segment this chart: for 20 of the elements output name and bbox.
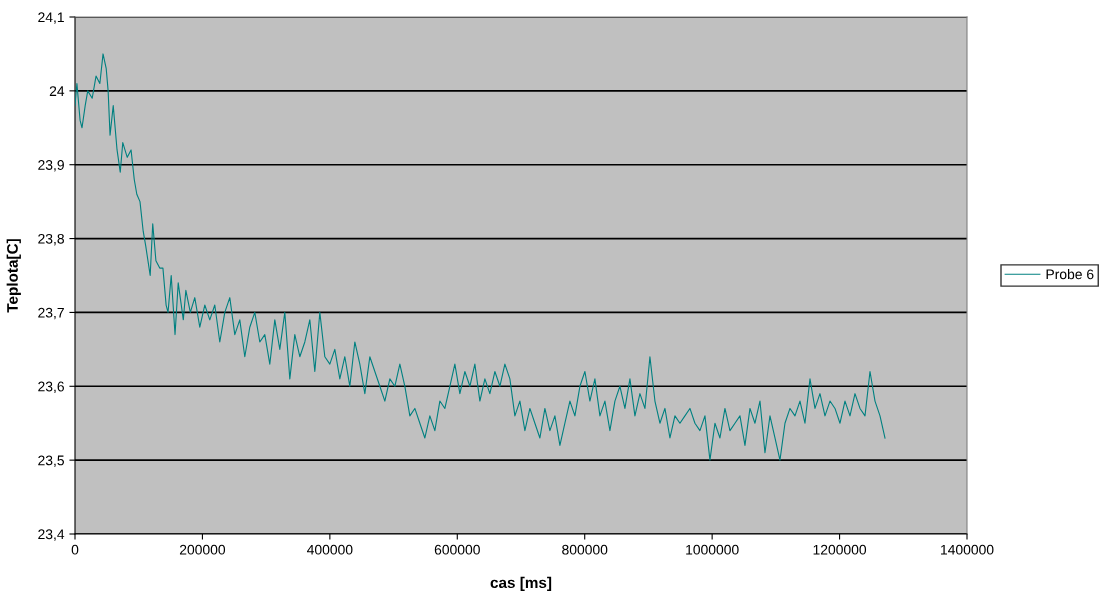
y-tick-label: 23,7 — [38, 307, 64, 320]
x-tick-label: 200000 — [179, 544, 226, 555]
x-tick-label: 400000 — [307, 544, 353, 555]
y-tick-label: 23,5 — [38, 455, 64, 467]
y-tick-label: 23,9 — [38, 160, 64, 172]
y-tick-label: 23,6 — [38, 381, 64, 394]
x-tick-label: 1200000 — [813, 544, 867, 555]
y-tick-label: 23,8 — [38, 233, 64, 246]
x-axis-title: cas [ms] — [490, 576, 552, 592]
y-tick-label: 23,4 — [38, 529, 65, 541]
y-tick-label: 24,1 — [38, 12, 64, 24]
x-tick-label: 1400000 — [941, 544, 994, 555]
x-tick-label: 600000 — [434, 544, 480, 555]
y-axis-title: Teplota[C] — [6, 239, 21, 313]
x-tick-label: 1000000 — [686, 544, 739, 555]
x-tick-label: 0 — [71, 544, 79, 555]
legend-label: Probe 6 — [1046, 269, 1094, 280]
line-series — [75, 53, 886, 461]
y-tick-label: 24 — [49, 86, 65, 96]
x-tick-label: 800000 — [562, 544, 608, 555]
